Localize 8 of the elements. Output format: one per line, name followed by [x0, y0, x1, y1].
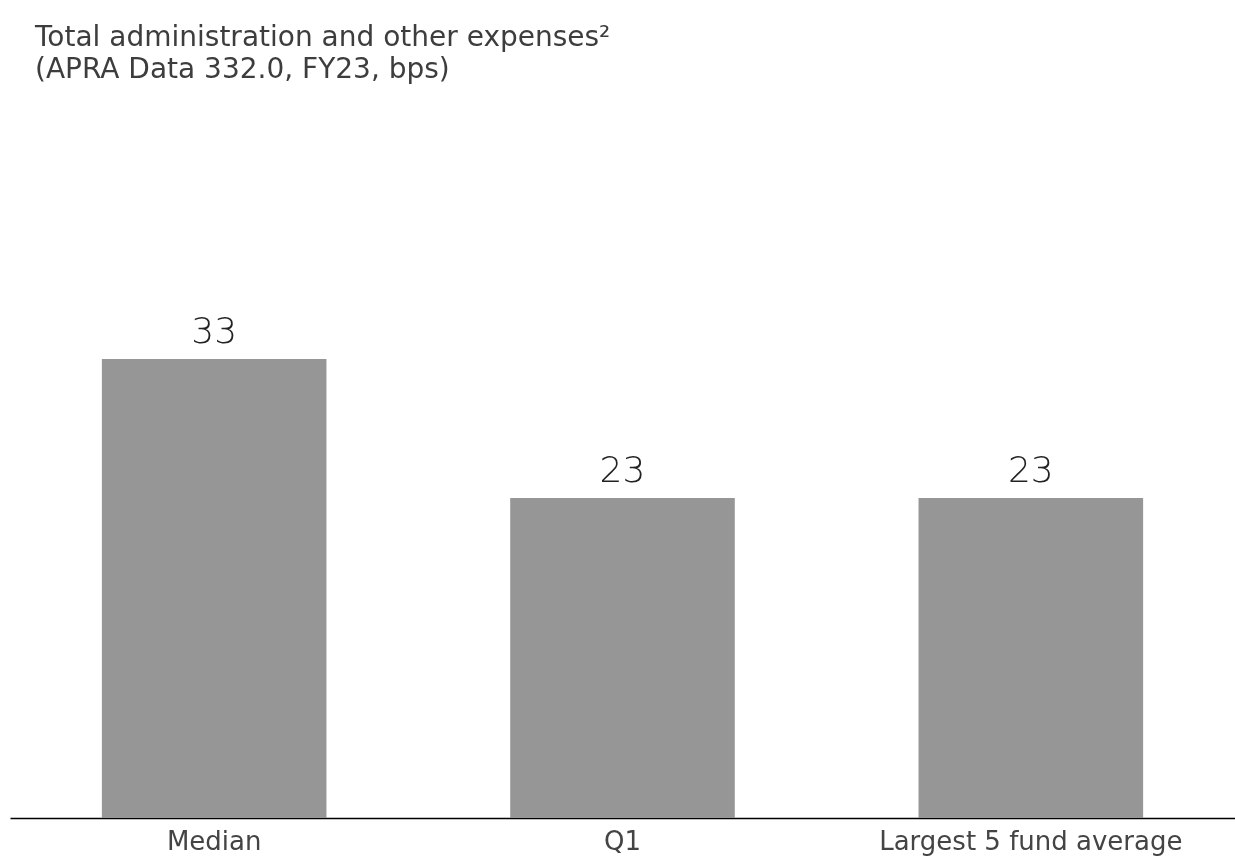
data-label: 33	[191, 310, 238, 351]
x-tick-label: Q1	[603, 825, 642, 856]
x-tick-label: Largest 5 fund average	[879, 825, 1183, 856]
data-label: 23	[1007, 449, 1054, 491]
chart-subtitle: (APRA Data 332.0, FY23, bps)	[35, 52, 450, 85]
data-label: 23	[599, 449, 646, 491]
chart-title: Total administration and other expenses²	[34, 20, 611, 53]
x-tick-label: Median	[166, 825, 262, 856]
